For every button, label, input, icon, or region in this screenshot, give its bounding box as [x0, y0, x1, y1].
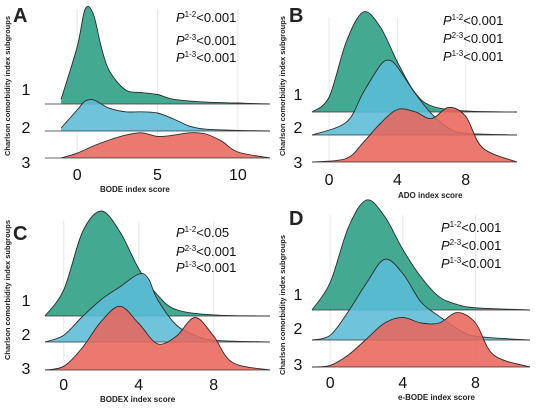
x-tick-label: 8 [461, 172, 470, 189]
group-label: 1 [294, 87, 303, 104]
ridge-outline-group-3 [311, 312, 531, 368]
p-value-annotation: P1-2<0.001 [443, 13, 503, 28]
ridge-group-1 [45, 211, 270, 316]
ridge-outline-group-1 [60, 5, 271, 105]
p-value-annotation: P1-2<0.001 [176, 10, 236, 25]
x-tick-label: 4 [134, 377, 143, 394]
x-tick-label: 4 [398, 375, 407, 392]
group-label: 3 [22, 155, 31, 172]
p-value-annotation: P1-3<0.001 [176, 260, 236, 275]
group-label: 2 [294, 321, 303, 338]
p-value-annotation: P1-3<0.001 [176, 50, 236, 65]
x-axis-title: ADO index score [398, 191, 463, 200]
ridge-group-1 [312, 11, 517, 113]
ridge-outline-group-3 [311, 106, 518, 163]
y-axis-title: Charlson comorbidity index subgroups [278, 16, 287, 156]
x-axis-title: BODE index score [100, 185, 170, 194]
ridge-outline-group-1 [44, 210, 271, 317]
group-label: 3 [294, 155, 303, 172]
group-label: 3 [22, 361, 31, 378]
ridge-group-3 [312, 107, 517, 162]
panel-letter: C [13, 223, 27, 245]
panel-b: 1 2 3 0 4 8 ADO index score Charlson comorbidit… [278, 5, 518, 200]
group-label: 2 [294, 120, 303, 137]
group-label: 1 [294, 287, 303, 304]
x-axis-title: e-BODE index score [398, 393, 475, 402]
x-tick-label: 0 [326, 375, 335, 392]
y-axis-title: Charlson comorbidity index subgroups [278, 235, 287, 375]
x-tick-label: 4 [393, 172, 402, 189]
p-value-annotation: P2-3<0.001 [176, 33, 236, 48]
panel-letter: D [289, 208, 303, 230]
x-axis-title: BODEX index score [100, 395, 176, 404]
ridge-outline-group-1 [311, 199, 531, 311]
p-value-annotation: P2-3<0.001 [176, 244, 236, 259]
ridge-group-1 [61, 6, 270, 105]
group-label: 2 [22, 120, 31, 137]
ridge-outline-group-3 [60, 132, 271, 159]
group-label: 1 [22, 293, 31, 310]
x-tick-label: 5 [153, 167, 162, 184]
ridge-group-3 [312, 312, 530, 367]
p-value-annotation: P1-2<0.05 [176, 225, 229, 240]
ridge-outline-group-2 [60, 99, 271, 132]
panel-c: 1 2 3 0 4 8 BODEX index score Charlson comorbid… [3, 210, 271, 404]
p-value-annotation: P2-3<0.001 [441, 238, 501, 253]
p-value-annotation: P1-3<0.001 [443, 49, 503, 64]
x-tick-label: 8 [209, 377, 218, 394]
panel-letter: B [289, 5, 303, 27]
ridge-group-3 [45, 306, 270, 370]
x-tick-label: 0 [59, 377, 68, 394]
ridge-outline-group-3 [44, 305, 271, 371]
x-tick-label: 10 [229, 167, 247, 184]
x-tick-label: 0 [325, 172, 334, 189]
p-value-annotation: P1-3<0.001 [441, 256, 501, 271]
panel-a: 1 2 3 0 5 10 BODE index score Charlson comorbid… [3, 5, 271, 194]
panel-d: 1 2 3 0 4 8e-BODE index score Charlson comorbi… [278, 199, 531, 402]
ridge-group-2 [312, 259, 530, 340]
group-label: 2 [22, 327, 31, 344]
p-value-annotation: P1-2<0.001 [441, 220, 501, 235]
x-tick-label: 0 [73, 167, 82, 184]
ridge-group-2 [312, 60, 517, 136]
p-value-annotation: P2-3<0.001 [443, 31, 503, 46]
group-label: 3 [294, 357, 303, 374]
y-axis-title: Charlson comorbidity index subgroups [3, 16, 12, 156]
y-axis-title: Charlson comorbidity index subgroups [3, 220, 12, 360]
group-label: 1 [22, 82, 31, 99]
panel-letter: A [13, 5, 27, 27]
x-tick-label: 8 [471, 375, 480, 392]
ridge-group-2 [61, 99, 270, 131]
ridge-group-1 [312, 199, 530, 310]
